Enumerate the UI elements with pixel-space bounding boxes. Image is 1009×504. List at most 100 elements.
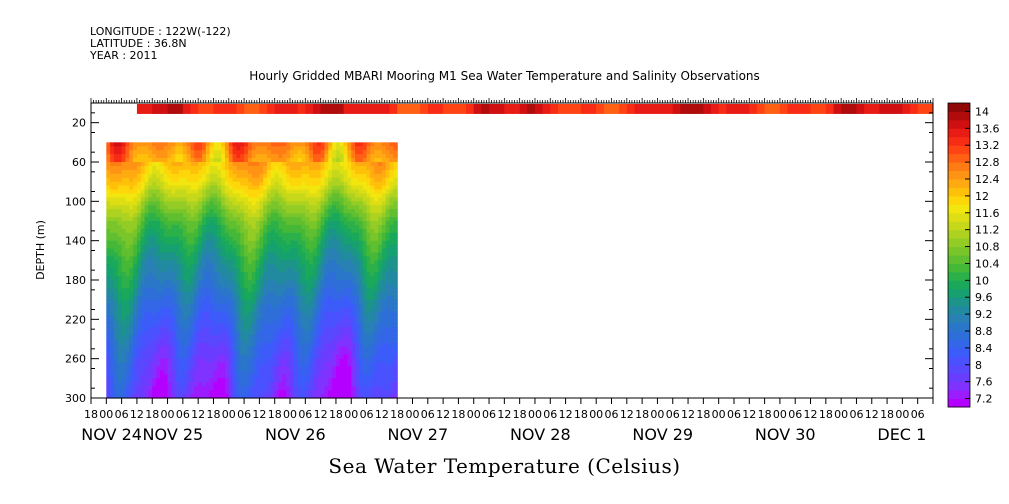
heatmap-cell — [316, 150, 322, 155]
heatmap-cell — [213, 173, 218, 179]
heatmap-cell — [247, 362, 253, 368]
heatmap-cell — [293, 291, 299, 297]
heatmap-cell — [339, 232, 345, 238]
heatmap-cell — [221, 323, 226, 328]
heatmap-cell — [110, 217, 115, 222]
heatmap-cell — [236, 154, 241, 159]
heatmap-cell — [347, 299, 352, 305]
heatmap-cell — [347, 354, 352, 360]
heatmap-cell — [156, 252, 161, 257]
heatmap-cell — [133, 311, 138, 316]
heatmap-cell — [389, 205, 394, 210]
heatmap-cell — [217, 209, 222, 214]
heatmap-cell — [159, 287, 165, 293]
heatmap-cell — [312, 327, 318, 332]
heatmap-cell — [293, 205, 299, 210]
heatmap-cell — [381, 154, 387, 159]
heatmap-cell — [152, 291, 157, 297]
heatmap-cell — [347, 256, 352, 261]
heatmap-cell — [305, 280, 310, 285]
heatmap-cell — [113, 181, 119, 187]
heatmap-cell — [290, 327, 295, 332]
heatmap-cell — [201, 232, 207, 238]
heatmap-cell — [282, 248, 287, 254]
heatmap-cell — [179, 221, 184, 226]
heatmap-cell — [267, 342, 272, 348]
heatmap-cell — [320, 209, 326, 214]
heatmap-cell — [217, 221, 222, 226]
heatmap-cell — [324, 217, 329, 222]
heatmap-cell — [129, 303, 134, 309]
heatmap-cell — [374, 335, 379, 340]
heatmap-cell — [133, 201, 138, 206]
heatmap-cell — [106, 350, 111, 356]
heatmap-cell — [366, 390, 371, 395]
heatmap-cell — [190, 307, 195, 313]
heatmap-cell — [148, 224, 153, 230]
heatmap-cell — [224, 201, 230, 206]
heatmap-cell — [320, 323, 326, 328]
heatmap-cell — [370, 165, 375, 171]
heatmap-cell — [251, 224, 257, 230]
heatmap-cell — [125, 221, 130, 226]
heatmap-cell — [194, 331, 199, 336]
heatmap-cell — [290, 228, 295, 234]
heatmap-cell — [351, 390, 356, 395]
heatmap-cell — [339, 291, 345, 297]
heatmap-cell — [182, 268, 188, 273]
heatmap-cell — [316, 209, 322, 214]
heatmap-cell — [159, 154, 165, 159]
heatmap-cell — [286, 295, 291, 301]
heatmap-cell — [385, 158, 391, 163]
heatmap-cell — [339, 299, 345, 305]
heatmap-cell — [335, 390, 341, 395]
heatmap-cell — [324, 142, 329, 147]
heatmap-cell — [290, 224, 295, 230]
heatmap-cell — [133, 169, 138, 175]
heatmap-cell — [282, 244, 287, 250]
heatmap-cell — [190, 323, 195, 328]
heatmap-cell — [290, 331, 295, 336]
heatmap-cell — [205, 307, 211, 313]
heatmap-cell — [232, 252, 238, 257]
heatmap-cell — [121, 146, 127, 151]
heatmap-cell — [232, 291, 238, 297]
heatmap-cell — [389, 331, 394, 336]
heatmap-cell — [328, 287, 333, 293]
heatmap-cell — [244, 287, 249, 293]
heatmap-cell — [393, 248, 398, 254]
heatmap-cell — [316, 299, 322, 305]
heatmap-cell — [156, 169, 161, 175]
heatmap-cell — [240, 315, 245, 320]
heatmap-cell — [378, 142, 383, 147]
heatmap-cell — [362, 264, 368, 269]
heatmap-cell — [198, 280, 203, 285]
heatmap-cell — [290, 323, 295, 328]
heatmap-cell — [309, 248, 314, 254]
heatmap-cell — [175, 169, 180, 175]
heatmap-cell — [332, 228, 337, 234]
heatmap-cell — [201, 256, 207, 261]
heatmap-cell — [232, 162, 238, 167]
heatmap-cell — [182, 354, 188, 360]
heatmap-cell — [362, 272, 368, 277]
heatmap-cell — [117, 173, 123, 179]
heatmap-cell — [163, 378, 169, 383]
heatmap-cell — [320, 146, 326, 151]
heatmap-cell — [355, 232, 360, 238]
heatmap-cell — [301, 283, 306, 289]
heatmap-cell — [113, 240, 119, 246]
heatmap-cell — [251, 303, 257, 309]
heatmap-cell — [125, 240, 130, 246]
heatmap-cell — [209, 240, 215, 246]
heatmap-cell — [117, 169, 123, 175]
heatmap-cell — [156, 319, 161, 324]
heatmap-cell — [270, 240, 276, 246]
heatmap-cell — [320, 205, 326, 210]
heatmap-cell — [378, 173, 383, 179]
heatmap-cell — [255, 287, 260, 293]
heatmap-cell — [362, 291, 368, 297]
heatmap-cell — [381, 268, 387, 273]
heatmap-cell — [198, 331, 203, 336]
heatmap-cell — [136, 264, 142, 269]
